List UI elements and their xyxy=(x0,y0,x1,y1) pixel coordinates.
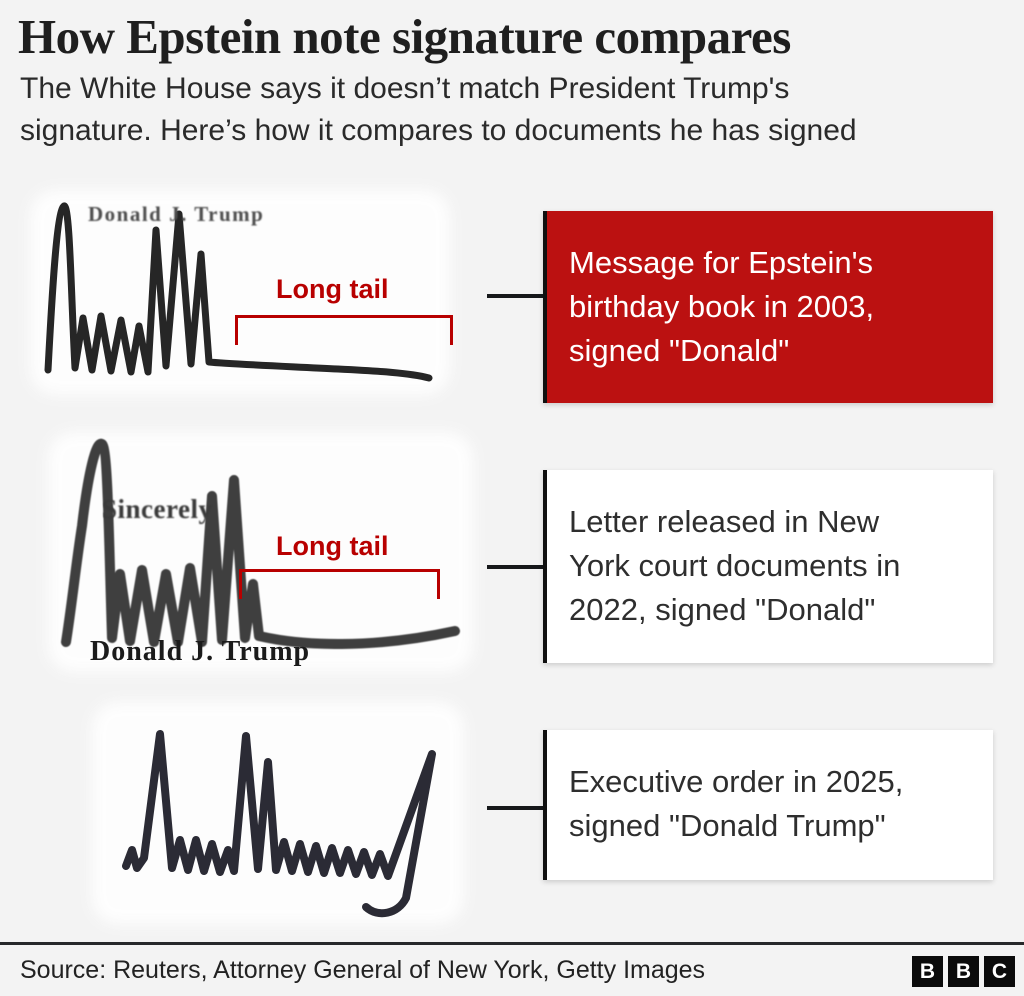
typed-name-label-1: Donald J. Trump xyxy=(88,202,265,226)
signature-drawing-executive-order xyxy=(122,730,436,918)
bbc-logo: B B C xyxy=(912,956,1015,987)
signature-drawing-court-letter xyxy=(61,438,460,649)
bbc-logo-block-b1: B xyxy=(912,956,943,987)
note-line: 2022, signed "Donald" xyxy=(569,592,876,627)
note-line: signed "Donald Trump" xyxy=(569,808,886,843)
page-title: How Epstein note signature compares xyxy=(18,9,791,64)
connector-line-1 xyxy=(487,294,544,298)
bbc-logo-block-b2: B xyxy=(948,956,979,987)
subtitle-line-2: signature. Here’s how it compares to doc… xyxy=(20,114,857,147)
bbc-logo-block-c: C xyxy=(984,956,1015,987)
source-attribution: Source: Reuters, Attorney General of New… xyxy=(20,956,706,984)
subtitle-line-1: The White House says it doesn’t match Pr… xyxy=(20,72,790,105)
long-tail-bracket-1 xyxy=(235,315,453,345)
note-line: Message for Epstein's xyxy=(569,245,874,280)
note-line: York court documents in xyxy=(569,548,901,583)
long-tail-label-1: Long tail xyxy=(276,274,389,304)
note-line: Executive order in 2025, xyxy=(569,764,904,799)
subtitle: The White House says it doesn’t match Pr… xyxy=(20,68,857,152)
signature-paper-background-3 xyxy=(92,702,464,924)
connector-line-3 xyxy=(487,806,544,810)
typed-sincerely-label: Sincerely xyxy=(102,494,213,524)
note-box-court-2022: Letter released in New York court docume… xyxy=(543,470,993,663)
note-line: Letter released in New xyxy=(569,504,880,539)
connector-line-2 xyxy=(487,565,544,569)
long-tail-bracket-2 xyxy=(239,569,440,599)
note-line: birthday book in 2003, xyxy=(569,289,875,324)
typed-name-label-2: Donald J. Trump xyxy=(90,636,311,667)
signature-drawing-epstein-note xyxy=(44,202,433,382)
footer-divider xyxy=(0,942,1024,945)
note-box-epstein-2003: Message for Epstein's birthday book in 2… xyxy=(543,211,993,403)
long-tail-label-2: Long tail xyxy=(276,531,389,561)
note-line: signed "Donald" xyxy=(569,333,790,368)
note-box-executive-order-2025: Executive order in 2025, signed "Donald … xyxy=(543,730,993,880)
